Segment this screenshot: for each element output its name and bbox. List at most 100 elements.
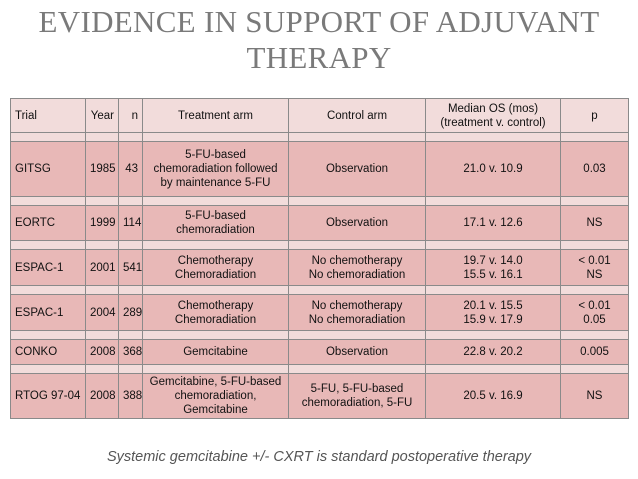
cell: 114	[118, 205, 143, 241]
cell: 541	[118, 249, 143, 286]
spacer-cell	[10, 330, 86, 340]
spacer-cell	[425, 196, 561, 206]
header-cell: Control arm	[288, 98, 426, 133]
spacer-cell	[85, 240, 119, 250]
spacer-cell	[560, 330, 629, 340]
header-cell: Treatment arm	[142, 98, 289, 133]
spacer-cell	[85, 132, 119, 142]
cell: 1999	[85, 205, 119, 241]
cell: 388	[118, 373, 143, 419]
header-cell: Trial	[10, 98, 86, 133]
spacer-cell	[142, 330, 289, 340]
cell: NS	[560, 205, 629, 241]
spacer-cell	[560, 132, 629, 142]
spacer-cell	[118, 285, 143, 295]
cell-line: No chemoradiation	[308, 268, 406, 281]
spacer-cell	[425, 364, 561, 374]
cell-line: < 0.01	[578, 254, 611, 267]
header-cell: Median OS (mos) (treatment v. control)	[425, 98, 561, 133]
spacer-cell	[10, 285, 86, 295]
spacer-cell	[560, 285, 629, 295]
cell: 0.005	[560, 339, 629, 365]
cell: Observation	[288, 339, 426, 365]
cell: 2008	[85, 339, 119, 365]
cell: 19.7 v. 14.0 15.5 v. 16.1	[425, 249, 561, 286]
cell: CONKO	[10, 339, 86, 365]
spacer-cell	[288, 285, 426, 295]
spacer-row	[10, 285, 629, 295]
spacer-cell	[288, 196, 426, 206]
cell: 43	[118, 141, 143, 197]
cell-line: Chemotherapy	[177, 299, 254, 312]
cell: ESPAC-1	[10, 294, 86, 331]
slide-footer: Systemic gemcitabine +/- CXRT is standar…	[106, 449, 532, 465]
spacer-cell	[560, 196, 629, 206]
cell: ESPAC-1	[10, 249, 86, 286]
slide-title: EVIDENCE IN SUPPORT OF ADJUVANT THERAPY	[38, 4, 600, 75]
cell: No chemotherapy No chemoradiation	[288, 294, 426, 331]
cell: 17.1 v. 12.6	[425, 205, 561, 241]
cell: Chemotherapy Chemoradiation	[142, 249, 289, 286]
spacer-row	[10, 330, 629, 340]
evidence-table: Trial Year n Treatment arm Control arm Median…	[10, 98, 629, 419]
cell: GITSG	[10, 141, 86, 197]
cell: 5-FU-based chemoradiation followed by ma…	[142, 141, 289, 197]
cell: EORTC	[10, 205, 86, 241]
spacer-cell	[425, 240, 561, 250]
data-row: EORTC 1999 114 5-FU-based chemoradiation Obs…	[10, 205, 629, 241]
cell-line: 15.9 v. 17.9	[463, 313, 523, 326]
spacer-row	[10, 240, 629, 250]
data-row: ESPAC-1 2001 541 Chemotherapy Chemoradiation…	[10, 249, 629, 286]
cell: Chemotherapy Chemoradiation	[142, 294, 289, 331]
cell: 289	[118, 294, 143, 331]
cell: 2001	[85, 249, 119, 286]
spacer-cell	[425, 132, 561, 142]
cell: 0.03	[560, 141, 629, 197]
spacer-cell	[118, 330, 143, 340]
cell: RTOG 97-04	[10, 373, 86, 419]
spacer-cell	[85, 364, 119, 374]
cell: 5-FU, 5-FU-based chemoradiation, 5-FU	[288, 373, 426, 419]
spacer-cell	[10, 240, 86, 250]
data-row: RTOG 97-04 2008 388 Gemcitabine, 5-FU-based…	[10, 373, 629, 419]
spacer-cell	[288, 330, 426, 340]
cell: Observation	[288, 141, 426, 197]
header-cell: Year	[85, 98, 119, 133]
cell: 368	[118, 339, 143, 365]
cell: NS	[560, 373, 629, 419]
cell: 21.0 v. 10.9	[425, 141, 561, 197]
cell: 20.5 v. 16.9	[425, 373, 561, 419]
cell-line: No chemoradiation	[308, 313, 406, 326]
cell-line: 19.7 v. 14.0	[463, 254, 523, 267]
data-row: ESPAC-1 2004 289 Chemotherapy Chemoradiation…	[10, 294, 629, 331]
cell: 20.1 v. 15.5 15.9 v. 17.9	[425, 294, 561, 331]
spacer-cell	[85, 285, 119, 295]
spacer-cell	[118, 196, 143, 206]
spacer-cell	[10, 196, 86, 206]
cell: 22.8 v. 20.2	[425, 339, 561, 365]
spacer-cell	[142, 132, 289, 142]
spacer-cell	[10, 132, 86, 142]
spacer-cell	[560, 364, 629, 374]
cell-line: Chemoradiation	[174, 313, 257, 326]
cell: 2008	[85, 373, 119, 419]
spacer-cell	[142, 196, 289, 206]
cell: 2004	[85, 294, 119, 331]
spacer-row	[10, 132, 629, 142]
spacer-cell	[425, 285, 561, 295]
spacer-cell	[425, 330, 561, 340]
cell-line: 15.5 v. 16.1	[463, 268, 523, 281]
spacer-row	[10, 196, 629, 206]
cell-line: Chemotherapy	[177, 254, 254, 267]
data-row: GITSG 1985 43 5-FU-based chemoradiation fol…	[10, 141, 629, 197]
cell-line: 20.1 v. 15.5	[463, 299, 523, 312]
spacer-cell	[288, 364, 426, 374]
header-cell: n	[118, 98, 143, 133]
cell: Gemcitabine, 5-FU-based chemoradiation, …	[142, 373, 289, 419]
cell: 5-FU-based chemoradiation	[142, 205, 289, 241]
spacer-cell	[10, 364, 86, 374]
cell: No chemotherapy No chemoradiation	[288, 249, 426, 286]
cell: Observation	[288, 205, 426, 241]
cell-line: Chemoradiation	[174, 268, 257, 281]
cell: < 0.01 0.05	[560, 294, 629, 331]
